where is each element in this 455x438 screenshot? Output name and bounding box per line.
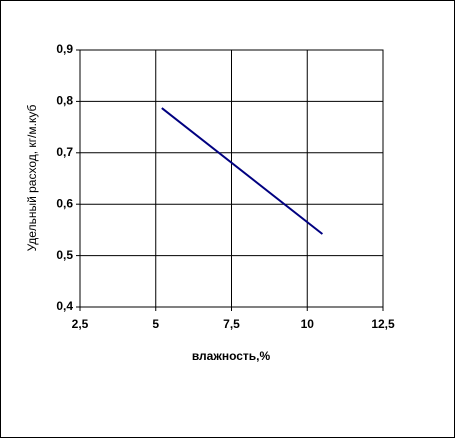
x-tick-label: 12,5 [371, 317, 395, 331]
y-tick-label: 0,9 [56, 42, 73, 56]
x-tick-label: 10 [301, 317, 315, 331]
y-axis-label: Удельный расход, кг/м.куб [25, 105, 39, 252]
x-tick-label: 2,5 [72, 317, 89, 331]
y-tick-label: 0,7 [56, 145, 73, 159]
y-tick-label: 0,8 [56, 94, 73, 108]
x-tick-label: 5 [152, 317, 159, 331]
y-tick-label: 0,6 [56, 196, 73, 210]
x-axis-label: влажность,% [192, 349, 271, 363]
y-tick-label: 0,4 [56, 299, 73, 313]
y-tick-label: 0,5 [56, 248, 73, 262]
data-line [161, 107, 324, 235]
x-tick-label: 7,5 [223, 317, 240, 331]
